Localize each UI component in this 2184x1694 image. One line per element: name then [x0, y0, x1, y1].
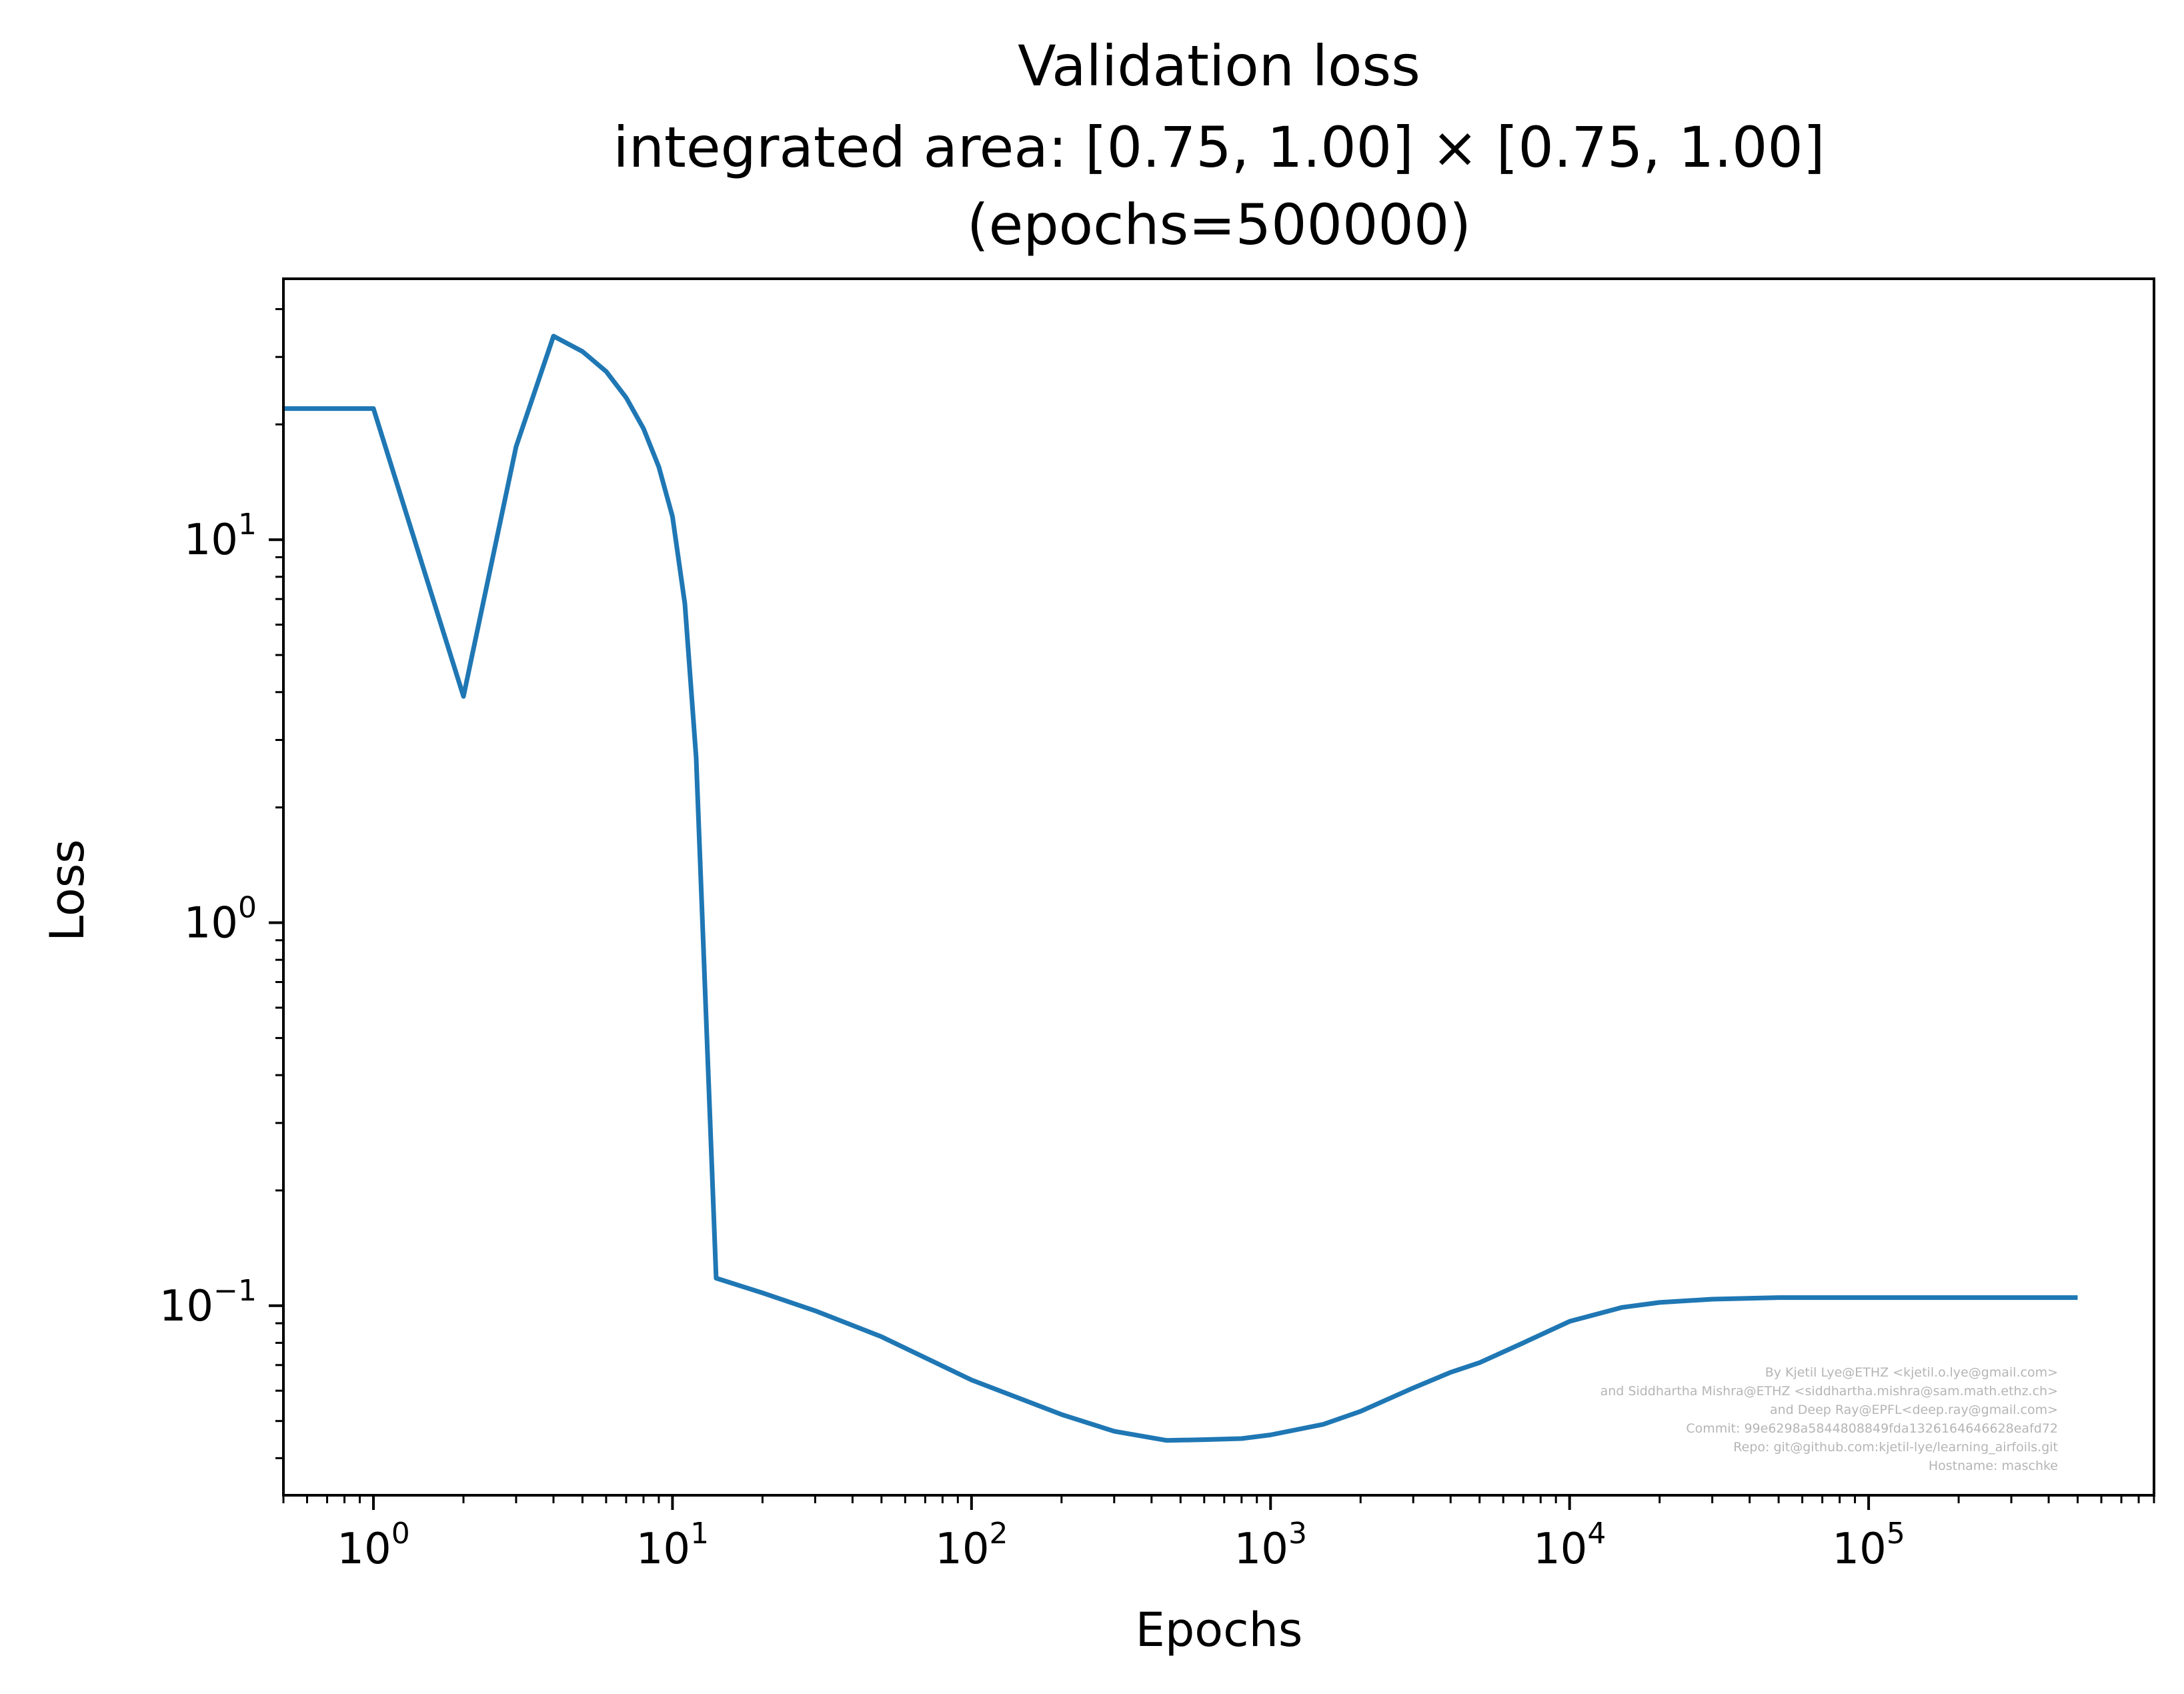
plot-area [283, 333, 2078, 1443]
credit-line: By Kjetil Lye@ETHZ <kjetil.o.lye@gmail.c… [1765, 1365, 2058, 1380]
chart-title: Validation loss integrated area: [0.75, … [613, 33, 1825, 257]
credit-line: Commit: 99e6298a5844808849fda13261646466… [1686, 1421, 2058, 1436]
credit-line: and Deep Ray@EPFL<deep.ray@gmail.com> [1770, 1403, 2058, 1417]
y-tick-label: 10−1 [159, 1274, 257, 1331]
credits-watermark: By Kjetil Lye@ETHZ <kjetil.o.lye@gmail.c… [1600, 1365, 2058, 1473]
x-tick-label: 102 [935, 1517, 1008, 1574]
title-line-3: (epochs=500000) [967, 192, 1471, 257]
y-axis-label: Loss [40, 839, 95, 942]
credit-line: and Siddhartha Mishra@ETHZ <siddhartha.m… [1600, 1384, 2058, 1399]
x-tick-label: 101 [636, 1517, 709, 1574]
y-tick-label: 101 [184, 508, 257, 565]
x-tick-label: 105 [1832, 1517, 1905, 1574]
x-axis-ticks: 100 101 102 103 104 105 [282, 1495, 2155, 1574]
credit-line: Hostname: maschke [1929, 1459, 2058, 1473]
y-axis-ticks: 10−1 100 101 [159, 307, 283, 1459]
y-tick-label: 100 [184, 891, 257, 948]
credit-line: Repo: git@github.com:kjetil-lye/learning… [1733, 1440, 2058, 1455]
x-tick-label: 104 [1533, 1517, 1606, 1574]
plot-frame [282, 277, 2155, 1497]
loss-series-line [283, 333, 2078, 1443]
x-axis-label: Epochs [1136, 1603, 1303, 1657]
x-tick-label: 103 [1234, 1517, 1307, 1574]
title-line-1: Validation loss [1018, 33, 1420, 99]
title-line-2: integrated area: [0.75, 1.00] × [0.75, 1… [613, 115, 1825, 180]
x-tick-label: 100 [337, 1517, 409, 1574]
